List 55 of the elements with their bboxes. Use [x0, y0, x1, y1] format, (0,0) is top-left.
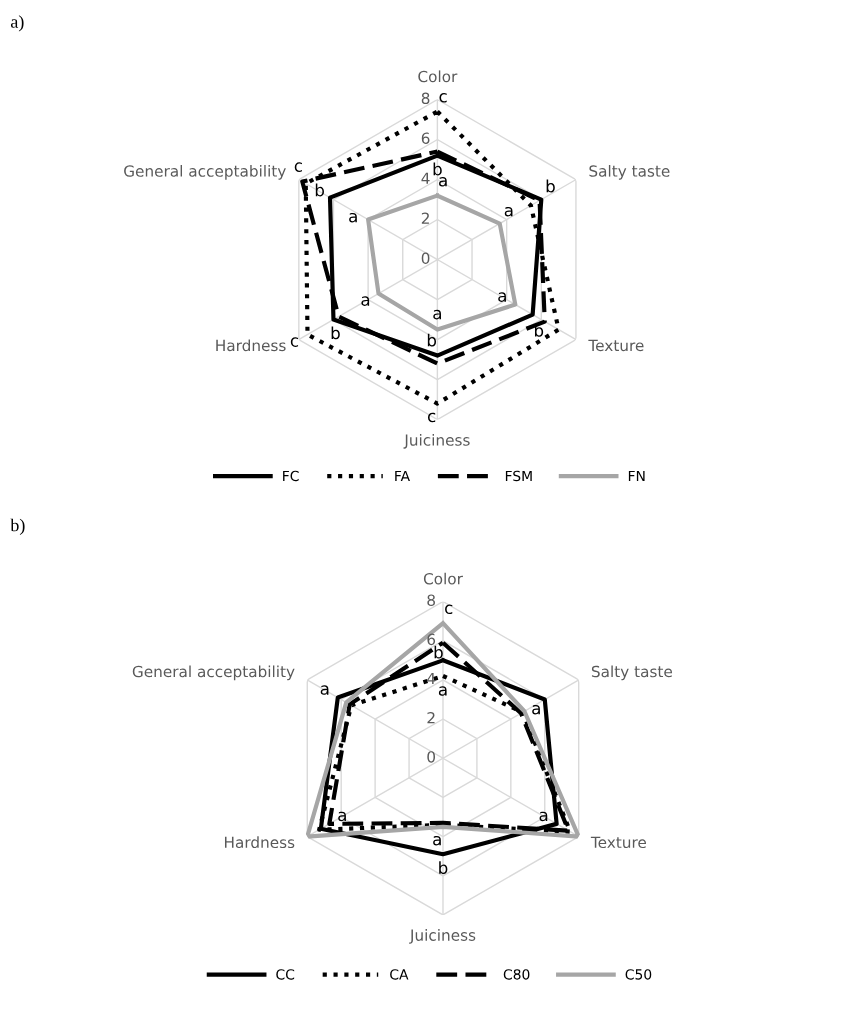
y-tick-label: 4 — [421, 172, 430, 184]
y-tick-label: 2 — [427, 711, 435, 724]
data-label: a — [361, 296, 370, 306]
data-label: a — [532, 704, 540, 715]
legend-label: C80 — [503, 969, 530, 980]
data-label: c — [290, 337, 299, 347]
data-label: a — [439, 176, 447, 187]
legend-label: FC — [283, 470, 299, 482]
data-label: a — [539, 811, 548, 822]
data-label: b — [315, 183, 324, 197]
legend-label: CC — [276, 969, 295, 980]
data-label: a — [433, 309, 441, 320]
data-label: a — [498, 292, 506, 302]
spoke-label: Color — [418, 70, 458, 83]
spoke-label: Juiciness — [409, 929, 476, 944]
data-label: a — [349, 212, 357, 223]
y-tick-label: 8 — [421, 92, 430, 105]
y-tick-label: 6 — [421, 132, 430, 145]
data-label: b — [434, 645, 443, 659]
y-tick-label: 0 — [421, 252, 430, 265]
legend-label: C50 — [625, 969, 652, 980]
data-label: b — [546, 179, 555, 193]
spoke-label: General acceptability — [132, 665, 295, 681]
chart-title: a) — [10, 15, 24, 32]
y-tick-label: 6 — [427, 633, 436, 646]
spoke-label: General acceptability — [124, 164, 286, 180]
data-label: a — [433, 835, 441, 846]
spoke-label: Hardness — [224, 836, 295, 849]
spoke-label: Juiciness — [403, 433, 470, 449]
data-label: a — [438, 686, 447, 696]
data-label: b — [433, 162, 442, 176]
legend-label: FA — [395, 470, 410, 482]
spoke-label: Salty taste — [591, 665, 672, 681]
y-tick-label: 2 — [421, 212, 429, 224]
data-label: c — [445, 604, 453, 615]
legend-label: FSM — [505, 470, 532, 482]
legend-label: FN — [628, 470, 645, 482]
data-label: a — [504, 206, 513, 217]
data-label: b — [439, 861, 448, 875]
data-label: a — [320, 685, 329, 695]
data-label: c — [439, 92, 447, 103]
data-label: c — [294, 162, 302, 172]
spoke-label: Texture — [590, 836, 647, 849]
chart-title: b) — [10, 518, 25, 536]
spoke-label: Salty taste — [589, 164, 670, 180]
spoke-label: Color — [423, 572, 463, 585]
y-tick-label: 0 — [427, 751, 436, 763]
data-label: b — [331, 326, 340, 340]
spoke-label: Hardness — [216, 339, 286, 352]
data-label: c — [427, 412, 436, 423]
spoke-label: Texture — [588, 339, 644, 352]
legend-label: CA — [390, 969, 409, 980]
data-label: a — [338, 811, 346, 822]
data-label: b — [427, 333, 437, 347]
y-tick-label: 8 — [427, 594, 435, 606]
